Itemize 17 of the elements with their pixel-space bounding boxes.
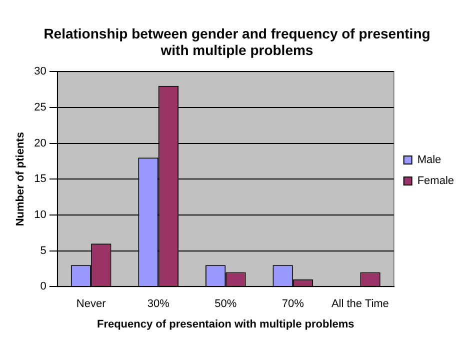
legend-label: Female	[417, 175, 454, 188]
chart-title: Relationship between gender and frequency of presenting with multiple problems	[44, 25, 430, 58]
y-axis-title: Number of ptients	[14, 132, 27, 226]
y-tick-label: 25	[34, 101, 46, 114]
y-tick-label: 5	[40, 244, 46, 257]
x-axis-title: Frequency of presentaion with multiple problems	[96, 318, 354, 330]
legend-label: Male	[417, 154, 442, 166]
y-tick-label: 20	[34, 137, 46, 150]
x-tick-label: Never	[76, 298, 106, 310]
y-tick-label: 10	[34, 208, 46, 221]
x-tick-label: 70%	[282, 298, 304, 310]
x-tick-label: 50%	[214, 298, 237, 310]
y-tick-label: 15	[34, 173, 46, 186]
x-tick-label: 30%	[147, 298, 170, 310]
y-tick-label: 30	[34, 66, 46, 78]
y-tick-label: 0	[40, 280, 46, 293]
x-tick-label: All the Time	[331, 298, 389, 310]
